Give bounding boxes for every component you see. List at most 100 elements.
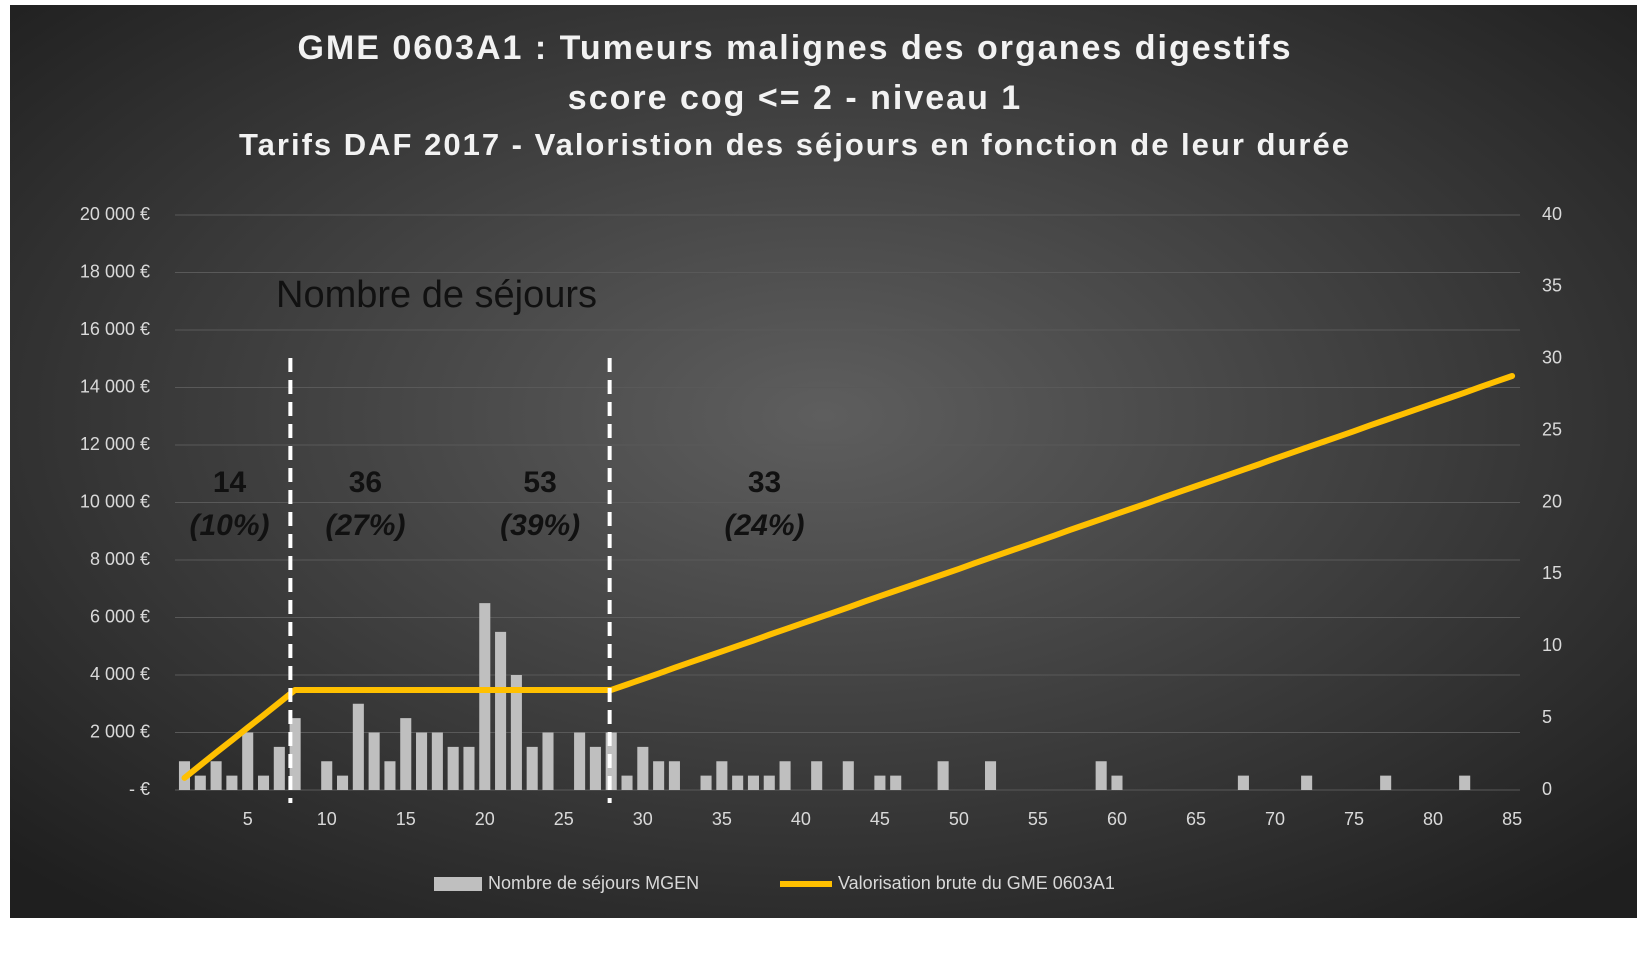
y-tick-label: 6 000 € — [90, 606, 150, 626]
chart-subtitle: score cog <= 2 - niveau 1 — [568, 79, 1022, 117]
y2-tick-label: 5 — [1542, 707, 1552, 727]
x-tick-label: 45 — [870, 809, 890, 829]
x-tick-label: 10 — [317, 809, 337, 829]
bar — [668, 761, 680, 790]
bar — [1301, 775, 1313, 790]
y-tick-label: 2 000 € — [90, 721, 150, 741]
y2-tick-label: 15 — [1542, 563, 1562, 583]
bar — [1111, 775, 1123, 790]
group-count: 33 — [748, 466, 781, 499]
bar — [763, 775, 775, 790]
bar — [779, 761, 791, 790]
legend-label: Nombre de séjours MGEN — [488, 873, 699, 893]
bar — [732, 775, 744, 790]
bar — [747, 775, 759, 790]
bar — [842, 761, 854, 790]
group-count: 36 — [349, 466, 382, 499]
bar — [384, 761, 396, 790]
y-tick-label: 18 000 € — [80, 261, 150, 281]
bar — [653, 761, 665, 790]
group-count: 14 — [213, 466, 247, 499]
bar — [510, 675, 522, 790]
line — [181, 373, 1516, 781]
bar — [242, 732, 254, 790]
group-count: 53 — [523, 466, 556, 499]
x-tick-label: 35 — [712, 809, 732, 829]
y-tick-label: 20 000 € — [80, 204, 150, 224]
group-share: (10%) — [190, 509, 270, 542]
bar — [479, 603, 491, 790]
bar — [1237, 775, 1249, 790]
bar — [811, 761, 823, 790]
x-tick-label: 40 — [791, 809, 811, 829]
group-share: (27%) — [325, 509, 405, 542]
bar — [700, 775, 712, 790]
bar — [542, 732, 554, 790]
x-tick-label: 5 — [243, 809, 253, 829]
bar — [463, 746, 475, 790]
x-tick-label: 65 — [1186, 809, 1206, 829]
bar — [210, 761, 222, 790]
y2-tick-label: 0 — [1542, 779, 1552, 799]
bar — [194, 775, 206, 790]
bar — [621, 775, 633, 790]
x-tick-label: 15 — [396, 809, 416, 829]
y2-tick-label: 10 — [1542, 635, 1562, 655]
bar — [257, 775, 270, 790]
bar — [337, 775, 349, 790]
bar — [589, 746, 601, 790]
group-share: (39%) — [500, 509, 580, 542]
bar — [495, 631, 507, 790]
chart-subtitle: Tarifs DAF 2017 - Valoristion des séjour… — [239, 127, 1351, 162]
y-tick-label: 14 000 € — [80, 376, 150, 396]
legend-label: Valorisation brute du GME 0603A1 — [838, 873, 1115, 893]
bar — [416, 732, 428, 790]
bar — [874, 775, 886, 790]
x-tick-label: 20 — [475, 809, 495, 829]
y-tick-label: 8 000 € — [90, 549, 150, 569]
y-tick-label: 12 000 € — [80, 434, 150, 454]
legend-swatch — [434, 877, 482, 891]
bar — [1380, 775, 1392, 790]
y-tick-label: - € — [129, 779, 150, 799]
bar — [937, 761, 949, 790]
y-tick-label: 16 000 € — [80, 319, 150, 339]
bar — [321, 761, 333, 790]
bar — [431, 732, 443, 790]
group-share: (24%) — [725, 509, 805, 542]
bar — [1095, 761, 1107, 790]
x-tick-label: 75 — [1344, 809, 1364, 829]
bar — [574, 732, 586, 790]
chart-title: GME 0603A1 : Tumeurs malignes des organe… — [297, 29, 1292, 67]
y-tick-label: 4 000 € — [90, 664, 150, 684]
bar — [289, 718, 301, 790]
x-tick-label: 60 — [1107, 809, 1127, 829]
x-tick-label: 80 — [1423, 809, 1443, 829]
annotation: Nombre de séjours — [276, 274, 597, 316]
bar — [716, 761, 728, 790]
x-tick-label: 70 — [1265, 809, 1285, 829]
bar — [273, 746, 285, 790]
bar — [890, 775, 902, 790]
y2-tick-label: 25 — [1542, 419, 1562, 439]
bar — [526, 746, 538, 790]
x-tick-label: 85 — [1502, 809, 1522, 829]
bar — [985, 761, 997, 790]
x-tick-label: 25 — [554, 809, 574, 829]
x-tick-label: 30 — [633, 809, 653, 829]
y2-tick-label: 35 — [1542, 276, 1562, 296]
bar — [226, 775, 238, 790]
bar — [637, 746, 649, 790]
bar — [447, 746, 459, 790]
y2-tick-label: 20 — [1542, 491, 1562, 511]
y-tick-label: 10 000 € — [80, 491, 150, 511]
bar — [352, 703, 364, 790]
bar — [1459, 775, 1471, 790]
x-tick-label: 50 — [949, 809, 969, 829]
bar — [368, 732, 380, 790]
x-tick-label: 55 — [1028, 809, 1048, 829]
y2-tick-label: 40 — [1542, 204, 1562, 224]
bar — [400, 718, 412, 790]
y2-tick-label: 30 — [1542, 348, 1562, 368]
